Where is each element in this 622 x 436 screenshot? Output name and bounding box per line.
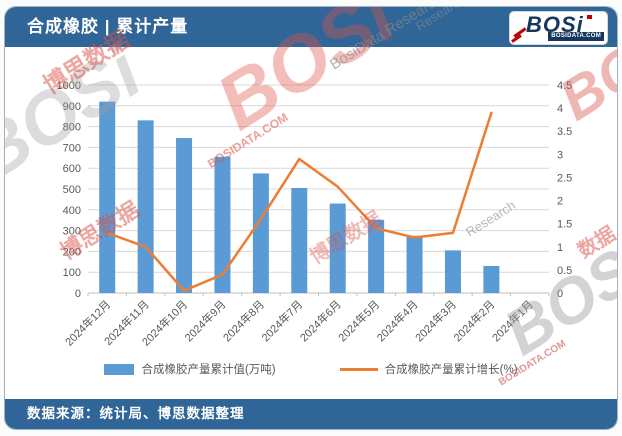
legend-label-production: 合成橡胶产量累计值(万吨) <box>141 364 276 376</box>
x-axis-label: 2024年1月 <box>489 297 536 344</box>
right-axis-tick-label: 3 <box>557 149 563 161</box>
left-axis-tick-label: 100 <box>63 267 81 279</box>
bar-2024年12月 <box>99 101 116 293</box>
bar-2024年8月 <box>252 173 269 293</box>
bar-2024年6月 <box>329 203 346 293</box>
right-axis-tick-label: 2 <box>557 196 563 208</box>
bar-series-swatch <box>104 363 135 375</box>
left-axis-tick-label: 600 <box>63 163 81 175</box>
logo-dot-icon <box>587 15 592 19</box>
right-axis-tick-label: 1 <box>557 242 563 254</box>
right-axis-tick-label: 0.5 <box>557 265 572 277</box>
chart-card: 合成橡胶 | 累计产量 BOSi BOSIDATA.COM 0 100 200 300… <box>4 6 618 430</box>
right-axis-tick-label: 4.5 <box>557 80 572 92</box>
left-axis-tick-label: 800 <box>63 122 81 134</box>
bar-2024年2月 <box>483 265 500 293</box>
right-axis-tick-label: 2.5 <box>557 172 572 184</box>
legend-item-growth: 合成橡胶产量累计增长(%) <box>339 361 518 377</box>
left-axis-tick-label: 900 <box>63 101 81 113</box>
chart-legend: 合成橡胶产量累计值(万吨) 合成橡胶产量累计增长(%) <box>5 359 617 379</box>
bar-2024年4月 <box>406 235 423 293</box>
left-axis-tick-label: 500 <box>63 184 81 196</box>
left-axis-tick-label: 1000 <box>57 80 81 92</box>
bar-2024年5月 <box>368 219 385 293</box>
logo-subtext: BOSIDATA.COM <box>548 32 604 41</box>
right-axis-tick-label: 3.5 <box>557 126 572 138</box>
right-axis-tick-label: 0 <box>557 288 563 300</box>
bosi-logo: BOSi BOSIDATA.COM <box>509 11 608 45</box>
bar-2024年11月 <box>137 120 154 293</box>
bar-2024年3月 <box>444 250 461 293</box>
header-bar: 合成橡胶 | 累计产量 BOSi BOSIDATA.COM <box>5 7 617 47</box>
data-source-bar: 数据来源：统计局、博思数据整理 <box>5 399 617 429</box>
left-axis-tick-label: 400 <box>63 205 81 217</box>
page-title: 合成橡胶 | 累计产量 <box>27 17 189 36</box>
combo-chart: 0 100 200 300 400 500 600 700 800 900 1000 0 0.5 1 1.5… <box>57 80 573 349</box>
right-axis-tick-label: 4 <box>557 103 563 115</box>
bar-2024年9月 <box>214 156 231 293</box>
left-axis-tick-label: 300 <box>63 226 81 238</box>
left-axis-tick-label: 0 <box>75 288 81 300</box>
line-series-swatch <box>339 367 378 371</box>
bar-2024年7月 <box>291 187 308 293</box>
growth-line <box>105 111 493 292</box>
right-axis-tick-label: 1.5 <box>557 219 572 231</box>
left-axis-tick-label: 700 <box>63 142 81 154</box>
legend-item-production: 合成橡胶产量累计值(万吨) <box>104 361 276 377</box>
left-axis-tick-label: 200 <box>63 246 81 258</box>
bar-2024年10月 <box>176 138 193 293</box>
legend-label-growth: 合成橡胶产量累计增长(%) <box>384 364 518 376</box>
